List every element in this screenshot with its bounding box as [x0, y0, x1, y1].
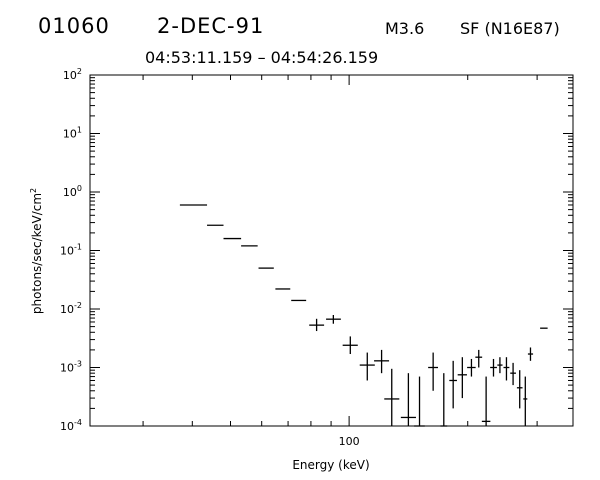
flare-location: SF (N16E87)	[460, 19, 560, 38]
data-point	[414, 376, 425, 427]
data-point	[467, 358, 476, 377]
plot-frame	[89, 74, 574, 427]
y-tick-base: 10	[60, 362, 74, 375]
goes-class: M3.6	[385, 19, 425, 38]
y-axis-label-main: photons/sec/keV/cm	[30, 193, 44, 314]
y-tick-exp: -3	[74, 360, 82, 369]
data-point	[497, 357, 503, 374]
y-tick-exp: 0	[77, 184, 82, 193]
x-axis-tick-labels: 100	[339, 435, 360, 448]
y-tick-base: 10	[63, 128, 77, 141]
data-point	[475, 349, 483, 368]
data-point	[374, 349, 390, 374]
y-tick-exp: -4	[74, 418, 82, 427]
data-point	[523, 376, 528, 426]
data-point	[516, 370, 523, 409]
data-point	[481, 376, 491, 426]
data-point	[457, 357, 467, 399]
data-point	[309, 318, 325, 332]
y-tick-exp: -2	[74, 301, 82, 310]
x-axis-label: Energy (keV)	[292, 458, 369, 472]
y-tick-base: 10	[63, 186, 77, 199]
data-point	[342, 336, 358, 355]
y-axis-label-exp: 2	[29, 188, 38, 193]
y-tick-exp: 1	[77, 126, 82, 135]
data-point	[527, 347, 534, 361]
y-tick-base: 10	[60, 420, 74, 433]
data-point	[490, 358, 497, 377]
data-point	[359, 352, 375, 381]
data-point	[384, 368, 400, 426]
data-point	[503, 357, 510, 381]
data-points	[179, 204, 548, 427]
y-tick-label: 10-4	[60, 418, 82, 433]
y-tick-label: 10-2	[60, 301, 82, 316]
y-tick-label: 102	[63, 67, 82, 82]
x-axis-ticks	[142, 75, 538, 426]
y-tick-label: 10-1	[60, 243, 82, 258]
y-tick-base: 10	[60, 303, 74, 316]
time-range: 04:53:11.159 – 04:54:26.159	[145, 48, 379, 67]
event-number: 01060	[38, 14, 110, 38]
data-point	[510, 362, 516, 386]
event-date: 2-DEC-91	[157, 14, 265, 38]
y-tick-label: 10-3	[60, 360, 82, 375]
y-tick-base: 10	[63, 69, 77, 82]
x-tick-label: 100	[339, 435, 360, 448]
data-point	[428, 352, 438, 391]
data-point	[440, 373, 448, 427]
data-point	[400, 373, 416, 426]
y-tick-label: 101	[63, 126, 82, 141]
y-axis-ticks	[90, 74, 573, 427]
data-point	[449, 360, 457, 409]
y-tick-base: 10	[60, 245, 74, 258]
data-point	[326, 314, 341, 324]
y-axis-label: photons/sec/keV/cm2	[29, 188, 44, 314]
y-tick-exp: -1	[74, 243, 82, 252]
y-tick-label: 100	[63, 184, 82, 199]
y-tick-exp: 2	[77, 67, 82, 76]
